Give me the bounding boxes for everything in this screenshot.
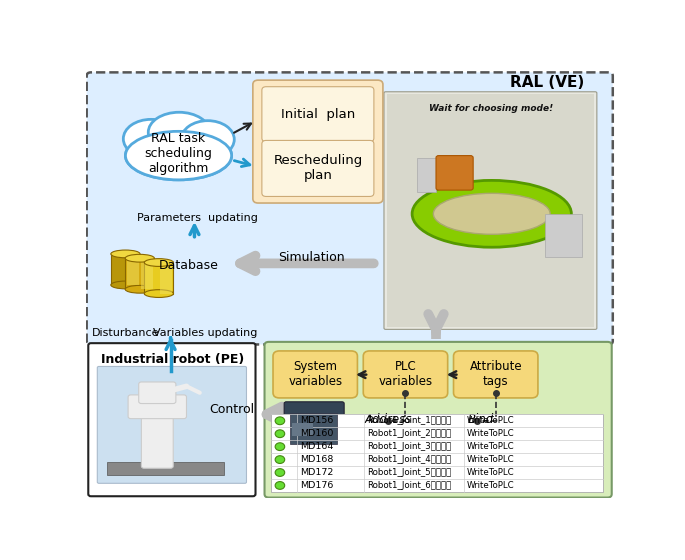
FancyBboxPatch shape: [284, 402, 344, 449]
Text: Robot1_Joint_1排定变量: Robot1_Joint_1排定变量: [367, 416, 451, 425]
FancyBboxPatch shape: [138, 382, 176, 404]
Ellipse shape: [125, 254, 154, 262]
FancyBboxPatch shape: [128, 395, 186, 419]
Text: Initial  plan: Initial plan: [281, 108, 355, 120]
Circle shape: [275, 469, 285, 477]
FancyBboxPatch shape: [363, 351, 448, 398]
Ellipse shape: [145, 259, 173, 267]
Text: Robot1_Joint_6排定变量: Robot1_Joint_6排定变量: [367, 481, 451, 490]
Text: MD172: MD172: [300, 468, 334, 477]
Text: Simulation: Simulation: [278, 251, 345, 264]
Text: RAL (VE): RAL (VE): [510, 75, 584, 90]
FancyBboxPatch shape: [141, 408, 173, 468]
Circle shape: [275, 443, 285, 451]
Circle shape: [275, 482, 285, 489]
Text: Address: Address: [364, 413, 412, 426]
Text: MD156: MD156: [300, 416, 334, 425]
Bar: [127, 254, 138, 285]
Text: WriteToPLC: WriteToPLC: [466, 468, 514, 477]
Text: MD160: MD160: [300, 429, 334, 438]
FancyBboxPatch shape: [264, 342, 612, 497]
Text: Wait for choosing mode!: Wait for choosing mode!: [429, 104, 553, 113]
Text: WriteToPLC: WriteToPLC: [466, 416, 514, 425]
Text: WriteToPLC: WriteToPLC: [466, 481, 514, 490]
Text: Bind: Bind: [468, 413, 495, 426]
Text: Robot1_Joint_3排定变量: Robot1_Joint_3排定变量: [367, 442, 451, 451]
Ellipse shape: [412, 180, 571, 247]
FancyBboxPatch shape: [453, 351, 538, 398]
Bar: [141, 258, 153, 290]
Ellipse shape: [111, 281, 140, 289]
Bar: [160, 263, 172, 293]
Ellipse shape: [125, 132, 232, 180]
Text: PLC
variables: PLC variables: [378, 361, 432, 389]
Text: MD176: MD176: [300, 481, 334, 490]
Text: Database: Database: [159, 259, 219, 272]
Text: Variables updating: Variables updating: [153, 328, 258, 338]
Circle shape: [275, 456, 285, 464]
FancyBboxPatch shape: [87, 72, 613, 344]
Circle shape: [275, 430, 285, 437]
Text: MD164: MD164: [300, 442, 334, 451]
Text: Control: Control: [209, 403, 254, 417]
Text: Parameters  updating: Parameters updating: [137, 213, 258, 223]
Ellipse shape: [434, 193, 550, 234]
Bar: [111, 254, 140, 285]
Ellipse shape: [148, 112, 210, 152]
Text: Disturbance: Disturbance: [92, 328, 159, 338]
Text: WriteToPLC: WriteToPLC: [466, 442, 514, 451]
Ellipse shape: [125, 286, 154, 293]
Text: Robot1_Joint_5排定变量: Robot1_Joint_5排定变量: [367, 468, 451, 477]
Text: RAL task
scheduling
algorithm: RAL task scheduling algorithm: [145, 132, 212, 175]
FancyBboxPatch shape: [436, 156, 473, 190]
Bar: [125, 258, 154, 290]
Bar: [545, 214, 582, 257]
Bar: [290, 413, 337, 444]
Ellipse shape: [123, 119, 179, 158]
Text: System
variables: System variables: [288, 361, 342, 389]
FancyBboxPatch shape: [88, 343, 256, 496]
FancyBboxPatch shape: [262, 141, 374, 197]
Bar: [271, 414, 603, 492]
Text: Robot1_Joint_4排定变量: Robot1_Joint_4排定变量: [367, 455, 451, 464]
Text: MD168: MD168: [300, 455, 334, 464]
Ellipse shape: [111, 250, 140, 258]
Circle shape: [275, 417, 285, 424]
Ellipse shape: [125, 132, 232, 180]
Bar: [107, 462, 223, 475]
Text: WriteToPLC: WriteToPLC: [466, 429, 514, 438]
Ellipse shape: [145, 290, 173, 297]
FancyBboxPatch shape: [253, 80, 383, 203]
FancyBboxPatch shape: [384, 92, 597, 329]
Text: Robot1_Joint_2排定变量: Robot1_Joint_2排定变量: [367, 429, 451, 438]
Ellipse shape: [181, 120, 234, 158]
Text: Attribute
tags: Attribute tags: [469, 361, 522, 389]
Bar: [292, 423, 313, 436]
FancyBboxPatch shape: [97, 366, 247, 483]
Text: WriteToPLC: WriteToPLC: [466, 455, 514, 464]
Text: Industrial robot (PE): Industrial robot (PE): [101, 353, 244, 366]
Bar: [387, 95, 594, 327]
Text: Rescheduling
plan: Rescheduling plan: [273, 155, 362, 183]
Bar: [417, 158, 436, 192]
Bar: [145, 263, 173, 293]
FancyBboxPatch shape: [273, 351, 358, 398]
FancyBboxPatch shape: [262, 87, 374, 142]
